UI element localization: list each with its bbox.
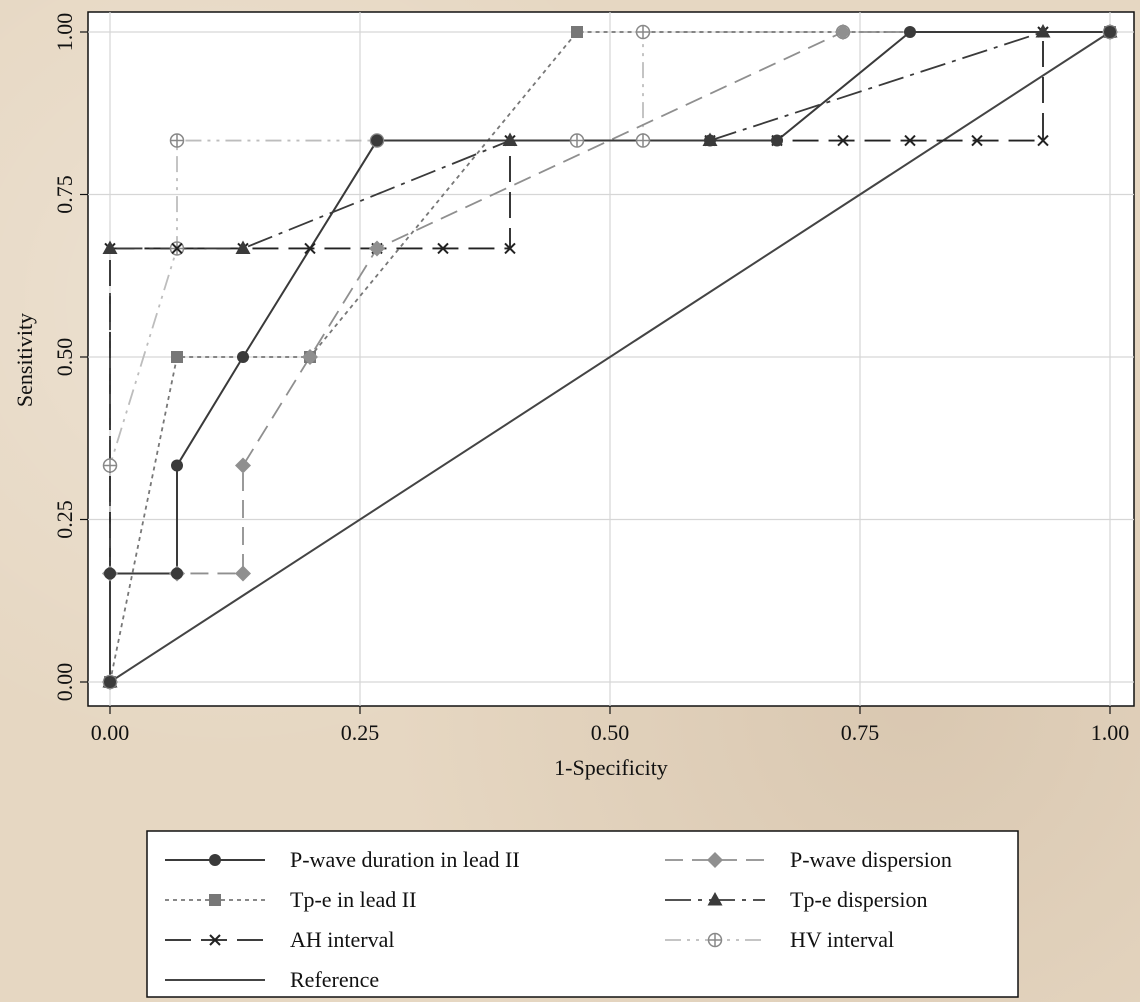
data-point-tp-e-dispersion — [1035, 24, 1051, 38]
y-tick-label: 1.00 — [52, 13, 77, 52]
data-point-tp-e-dispersion — [102, 240, 118, 254]
data-point-tp-e-in-lead-ii — [171, 351, 183, 363]
data-point-p-wave-dispersion — [835, 24, 851, 40]
legend-label: P-wave dispersion — [790, 847, 952, 872]
data-point-hv-interval — [169, 133, 185, 148]
data-point-ah-interval — [1037, 134, 1049, 147]
legend-item-tp-e-dispersion: Tp-e dispersion — [665, 887, 927, 912]
data-point-tp-e-dispersion — [502, 132, 518, 147]
data-point-p-wave-duration-in-lead-ii — [104, 676, 116, 688]
legend-label: Tp-e dispersion — [790, 887, 927, 912]
legend-marker — [209, 894, 221, 906]
x-axis-title: 1-Specificity — [554, 755, 668, 780]
legend-marker — [707, 932, 723, 948]
data-point-p-wave-duration-in-lead-ii — [371, 134, 383, 147]
data-point-p-wave-duration-in-lead-ii — [704, 134, 716, 147]
data-point-tp-e-in-lead-ii — [571, 26, 583, 38]
legend-label: Reference — [290, 967, 379, 992]
x-tick-label: 0.50 — [591, 720, 630, 745]
legend-label: Tp-e in lead II — [290, 887, 416, 912]
legend-label: P-wave duration in lead II — [290, 847, 520, 872]
legend-marker — [209, 854, 221, 866]
data-point-hv-interval — [569, 133, 585, 148]
data-point-ah-interval — [437, 242, 449, 255]
data-point-hv-interval — [635, 133, 651, 148]
data-point-ah-interval — [171, 242, 183, 255]
data-point-tp-e-dispersion — [235, 240, 251, 254]
legend-item-p-wave-duration-in-lead-ii: P-wave duration in lead II — [165, 847, 520, 872]
series-markers — [102, 24, 1118, 690]
legend-item-tp-e-in-lead-ii: Tp-e in lead II — [165, 887, 416, 912]
data-point-hv-interval — [635, 24, 651, 40]
data-point-p-wave-duration-in-lead-ii — [104, 567, 116, 580]
legend-marker — [707, 852, 723, 868]
legend-item-ah-interval: AH interval — [165, 927, 394, 952]
data-point-p-wave-duration-in-lead-ii — [237, 351, 249, 363]
data-point-p-wave-duration-in-lead-ii — [1104, 26, 1116, 38]
data-point-p-wave-dispersion — [369, 240, 385, 257]
x-tick-label: 1.00 — [1091, 720, 1130, 745]
data-point-p-wave-dispersion — [235, 565, 251, 582]
data-point-ah-interval — [837, 134, 849, 147]
data-point-hv-interval — [102, 458, 118, 473]
legend-marker — [707, 892, 723, 906]
y-tick-label: 0.25 — [52, 500, 77, 539]
data-point-ah-interval — [904, 134, 916, 147]
legend-label: AH interval — [290, 927, 394, 952]
data-point-ah-interval — [971, 134, 983, 147]
legend-box — [146, 830, 1019, 998]
legend-item-reference: Reference — [165, 967, 379, 992]
legend: P-wave duration in lead II P-wave dispers… — [165, 847, 952, 992]
data-point-p-wave-duration-in-lead-ii — [904, 26, 916, 38]
data-point-p-wave-dispersion — [302, 349, 318, 365]
y-tick-label: 0.00 — [52, 663, 77, 702]
legend-item-hv-interval: HV interval — [665, 927, 894, 952]
legend-item-p-wave-dispersion: P-wave dispersion — [665, 847, 952, 872]
data-point-p-wave-duration-in-lead-ii — [171, 459, 183, 472]
legend-label: HV interval — [790, 927, 894, 952]
y-axis-title: Sensitivity — [12, 313, 37, 407]
series-line-p-wave-dispersion — [109, 31, 1110, 682]
y-tick-label: 0.75 — [52, 175, 77, 214]
data-point-ah-interval — [304, 242, 316, 255]
data-point-p-wave-duration-in-lead-ii — [171, 567, 183, 580]
x-tick-label: 0.25 — [341, 720, 380, 745]
data-point-ah-interval — [504, 242, 516, 255]
y-tick-label: 0.50 — [52, 338, 77, 377]
data-point-p-wave-dispersion — [235, 457, 251, 474]
x-tick-label: 0.75 — [841, 720, 880, 745]
axis-ticks: 0.00 0.25 0.50 0.75 1.00 0.00 0.25 0.50 0.75 1.00 — [52, 13, 1129, 745]
plot-area — [87, 11, 1135, 707]
x-tick-label: 0.00 — [91, 720, 130, 745]
legend-marker — [209, 934, 221, 946]
data-point-p-wave-duration-in-lead-ii — [771, 134, 783, 147]
